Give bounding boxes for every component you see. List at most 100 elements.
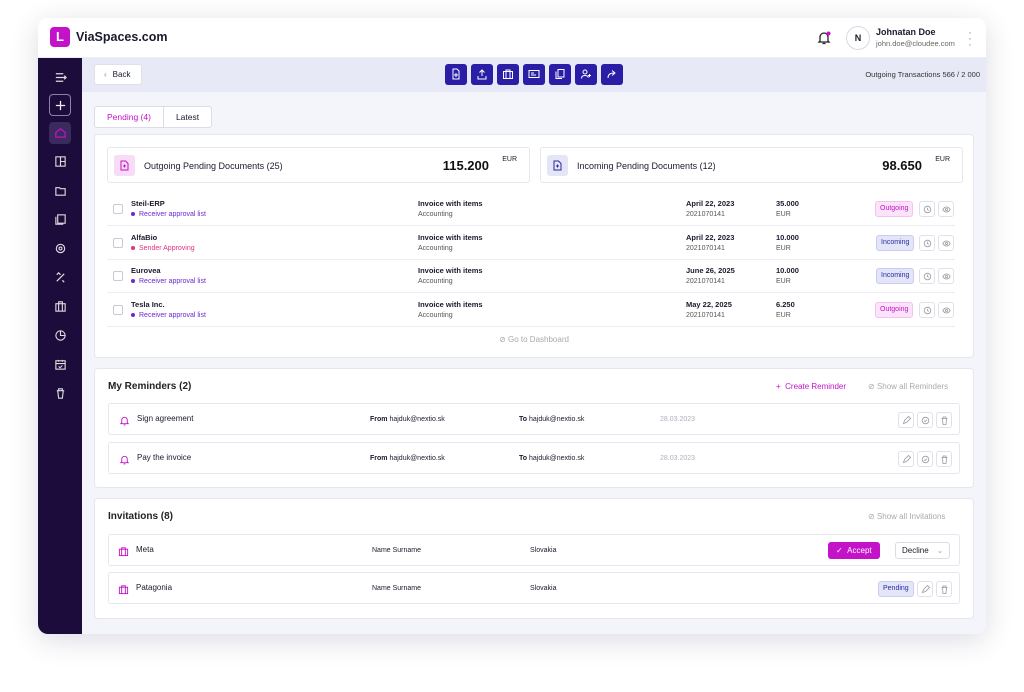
avatar[interactable]: N [846,26,870,50]
documents-icon[interactable] [49,209,71,231]
tab-latest[interactable]: Latest [175,112,200,122]
status-dot-icon [131,279,135,284]
add-user-button[interactable] [575,64,597,85]
tools-icon[interactable] [49,267,71,289]
edit-button[interactable] [898,451,914,467]
reminder-date: 28.03.2023 [660,455,696,462]
delete-button[interactable] [936,581,952,597]
invitation-company: Patagonia [136,583,173,592]
app-window: L ViaSpaces.com N Johnatan Doe john.doe@… [38,18,986,634]
accept-button[interactable]: ✓ Accept [828,542,880,559]
briefcase-icon [503,69,513,79]
delete-button[interactable] [936,412,952,428]
home-icon[interactable] [49,122,71,144]
edit-button[interactable] [917,581,933,597]
incoming-document-icon [547,155,568,176]
id-card-button[interactable] [523,64,545,85]
add-icon[interactable] [49,94,71,116]
invitation-row[interactable]: Meta Name Surname Slovakia ✓ Accept Decl… [108,534,960,566]
view-button[interactable] [938,234,954,251]
trash-icon[interactable] [49,383,71,405]
delete-button[interactable] [936,451,952,467]
document-status: Receiver approval list [131,211,206,218]
link-icon: ⊘ [868,382,877,391]
back-button[interactable]: ‹ Back [94,64,142,85]
document-reference: 2021070141 [686,244,725,252]
reminder-row[interactable]: Pay the invoice From hajduk@nextio.sk To… [108,442,960,474]
chart-pie-icon[interactable] [49,325,71,347]
outgoing-summary[interactable]: Outgoing Pending Documents (25) 115.200 … [107,147,530,183]
user-email: john.doe@cloudee.com [876,39,955,48]
row-checkbox[interactable] [113,204,123,214]
trash-icon [941,455,948,464]
show-all-invitations-label: Show all Invitations [876,512,946,521]
upload-button[interactable] [471,64,493,85]
tab-bar: Pending (4) Latest [94,106,213,128]
reminder-from: From hajduk@nextio.sk [370,416,445,423]
complete-button[interactable] [917,451,933,467]
go-to-dashboard-link[interactable]: ⊘ Go to Dashboard [95,335,973,344]
eye-icon [942,206,951,213]
pending-documents-card: Outgoing Pending Documents (25) 115.200 … [94,134,974,358]
row-checkbox[interactable] [113,237,123,248]
id-card-icon [528,70,540,78]
more-menu-icon[interactable]: · · · [968,25,972,51]
decline-dropdown[interactable]: Decline ⌄ [895,542,951,559]
calendar-icon[interactable] [49,354,71,376]
view-button[interactable] [938,201,954,217]
document-amount: 35.000 [776,199,799,208]
sidebar [38,58,82,634]
user-name: Johnatan Doe [876,27,936,37]
incoming-currency: EUR [935,156,950,163]
document-type: Invoice with items [418,232,483,242]
briefcase-button[interactable] [497,64,519,85]
document-row[interactable]: Eurovea Receiver approval list Invoice w… [107,260,955,293]
invitation-country: Slovakia [530,547,557,554]
notification-bell-icon[interactable] [816,30,834,48]
from-label: From [370,455,388,462]
status-dot-icon [131,245,135,250]
document-row[interactable]: Tesla Inc. Receiver approval list Invoic… [107,294,955,327]
document-company: AlfaBio [131,232,158,242]
row-checkbox[interactable] [113,304,123,315]
invitation-row[interactable]: Patagonia Name Surname Slovakia Pending [108,572,960,604]
document-row[interactable]: Steil-ERP Receiver approval list Invoice… [107,193,955,226]
document-department: Accounting [418,244,453,252]
create-reminder-button[interactable]: + Create Reminder [776,382,846,391]
main-area: ‹ Back Outgoing Transactions 566 / 2 000 … [82,58,986,634]
view-button[interactable] [938,268,954,284]
layout-icon[interactable] [49,151,71,173]
add-user-icon [581,69,591,79]
row-checkbox[interactable] [113,271,123,281]
incoming-summary[interactable]: Incoming Pending Documents (12) 98.650 E… [540,147,963,183]
history-button[interactable] [919,301,935,318]
document-row[interactable]: AlfaBio Sender Approving Invoice with it… [107,227,955,260]
show-all-reminders-link[interactable]: ⊘ Show all Reminders [868,382,948,391]
history-button[interactable] [919,201,935,217]
document-department: Accounting [418,311,453,319]
from-label: From [370,416,388,423]
document-department: Accounting [418,211,453,218]
edit-button[interactable] [898,412,914,428]
share-button[interactable] [601,64,623,85]
check-circle-icon [921,455,930,464]
edit-icon [902,415,912,425]
collapse-menu-icon[interactable] [49,67,71,89]
tab-pending[interactable]: Pending (4) [95,107,164,127]
history-button[interactable] [919,234,935,251]
new-document-button[interactable] [445,64,467,85]
settings-icon[interactable] [49,238,71,260]
briefcase-icon[interactable] [49,296,71,318]
reminder-title: Pay the invoice [137,453,192,462]
document-date: May 22, 2025 [686,299,732,309]
direction-badge: Outgoing [875,301,914,318]
complete-button[interactable] [917,412,933,428]
view-button[interactable] [938,301,954,318]
reminder-date: 28.03.2023 [660,416,696,423]
folder-icon[interactable] [49,180,71,202]
copy-button[interactable] [549,64,571,85]
show-all-invitations-link[interactable]: ⊘ Show all Invitations [868,512,945,521]
reminder-row[interactable]: Sign agreement From hajduk@nextio.sk To … [108,403,960,435]
history-button[interactable] [919,268,935,284]
chevron-down-icon: ⌄ [936,546,944,555]
